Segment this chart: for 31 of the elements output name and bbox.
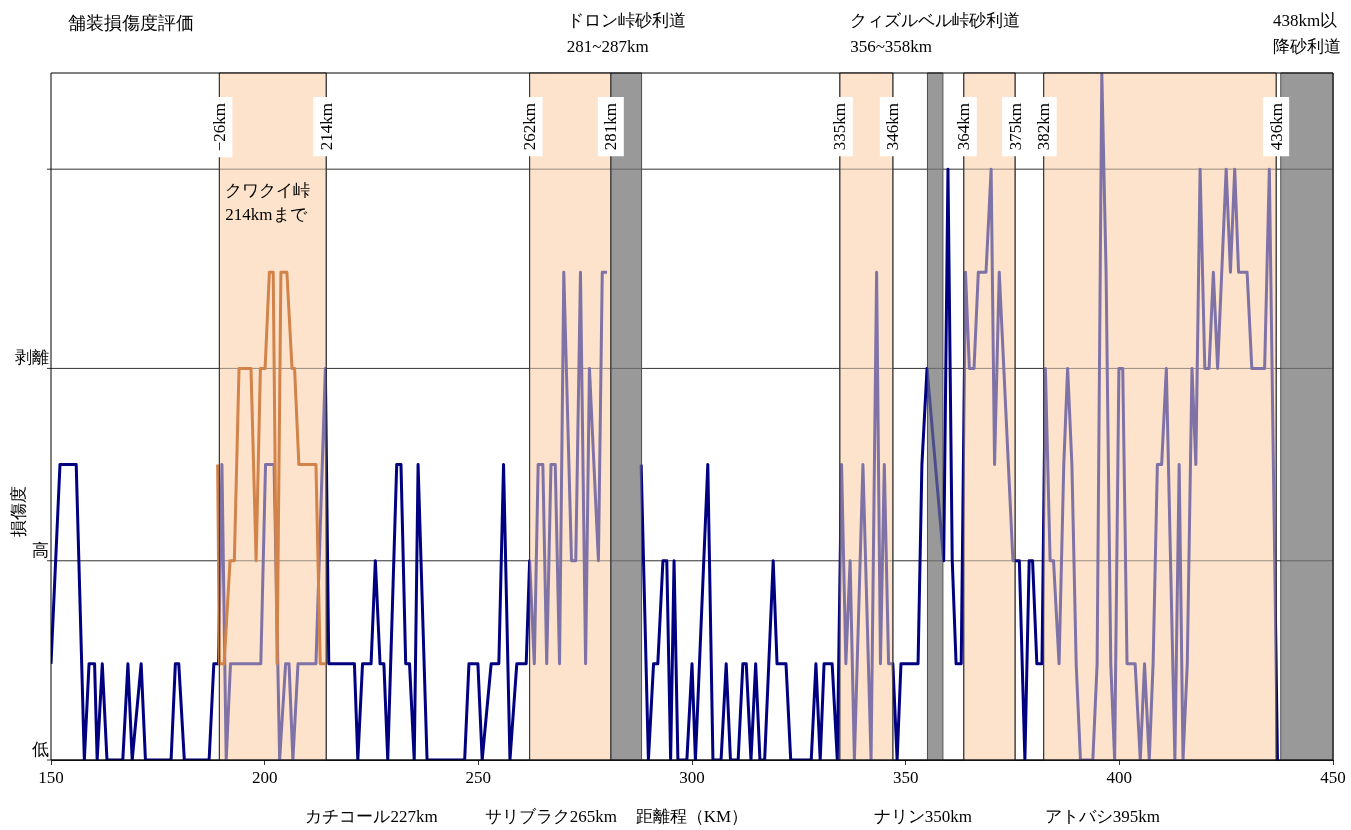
ref-line-label: 364km <box>954 102 974 151</box>
x-tick-label: 350 <box>892 767 919 787</box>
ref-line-label: 382km <box>1034 102 1054 151</box>
text: アトバシ395km <box>1044 807 1160 827</box>
text: サリブラク265km <box>484 807 618 827</box>
y-axis-title: 損傷度 <box>9 486 29 537</box>
ref-line-label: 281km <box>601 102 621 151</box>
ref-line-label: 低 <box>32 739 49 759</box>
text: ナリン350km <box>873 807 972 827</box>
band-label: 438km以降砂利道 <box>1272 11 1341 57</box>
ref-line-label: 346km <box>883 102 903 151</box>
ref-line-label: −26km <box>209 103 229 152</box>
ref-line-label: 375km <box>1005 102 1025 151</box>
x-tick-label: 400 <box>1106 767 1133 787</box>
x-tick-label: 150 <box>38 767 64 787</box>
ref-line-label: 剥離 <box>15 348 49 368</box>
ref-line-label: 262km <box>520 102 540 151</box>
band-label: ドロン峠砂利道 281~287km <box>566 11 686 57</box>
ref-line-label: 436km <box>1266 102 1286 151</box>
x-tick-label: 200 <box>251 767 278 787</box>
annotation: クワクイ峠 214kmまで <box>225 180 311 224</box>
x-tick-label: 250 <box>465 767 492 787</box>
text: カチコール227km <box>305 807 438 827</box>
x-tick-label: 300 <box>679 767 705 787</box>
ref-line-label: 335km <box>830 102 850 151</box>
ref-line-label: 214km <box>316 102 336 151</box>
chart-title: 舗装損傷度評価 <box>68 12 194 33</box>
x-axis-title: 距離程（KM） <box>635 807 749 827</box>
x-tick-label: 450 <box>1320 767 1346 787</box>
ref-line-label: 高 <box>32 540 49 560</box>
band-label: クィズルベル峠砂利道 356~358km <box>850 11 1021 57</box>
